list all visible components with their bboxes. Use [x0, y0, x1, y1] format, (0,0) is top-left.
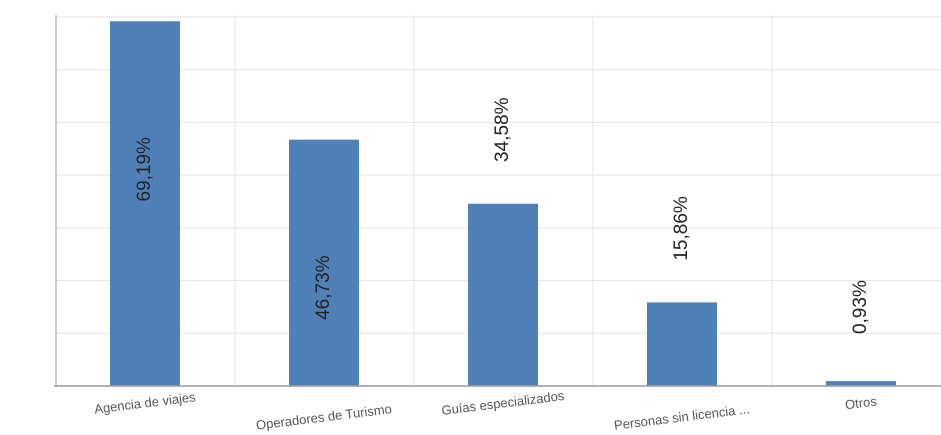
- grid-lines: [56, 15, 941, 386]
- x-tick-label: Agencia de viajes: [93, 389, 196, 416]
- x-tick-label: Operadores de Turismo: [255, 401, 392, 433]
- x-tick-label: Otros: [844, 394, 878, 413]
- data-label: 34,58%: [492, 97, 513, 162]
- x-tick-labels: Agencia de viajes Operadores de Turismo Gu…: [93, 388, 878, 433]
- bar: [110, 21, 180, 386]
- x-tick-label: Guías especializados: [441, 388, 566, 418]
- bar: [647, 302, 717, 386]
- bars: [110, 21, 896, 386]
- x-tick-label: Personas sin licencia ...: [613, 401, 750, 433]
- axes: [54, 15, 941, 387]
- data-labels: 69,19% 46,73% 34,58% 15,86% 0,93%: [134, 97, 871, 334]
- data-label: 46,73%: [313, 255, 334, 320]
- data-label: 0,93%: [850, 280, 871, 334]
- data-label: 15,86%: [671, 196, 692, 261]
- bar: [826, 381, 896, 386]
- bar: [289, 139, 359, 386]
- bar: [468, 203, 538, 386]
- data-label: 69,19%: [134, 137, 155, 202]
